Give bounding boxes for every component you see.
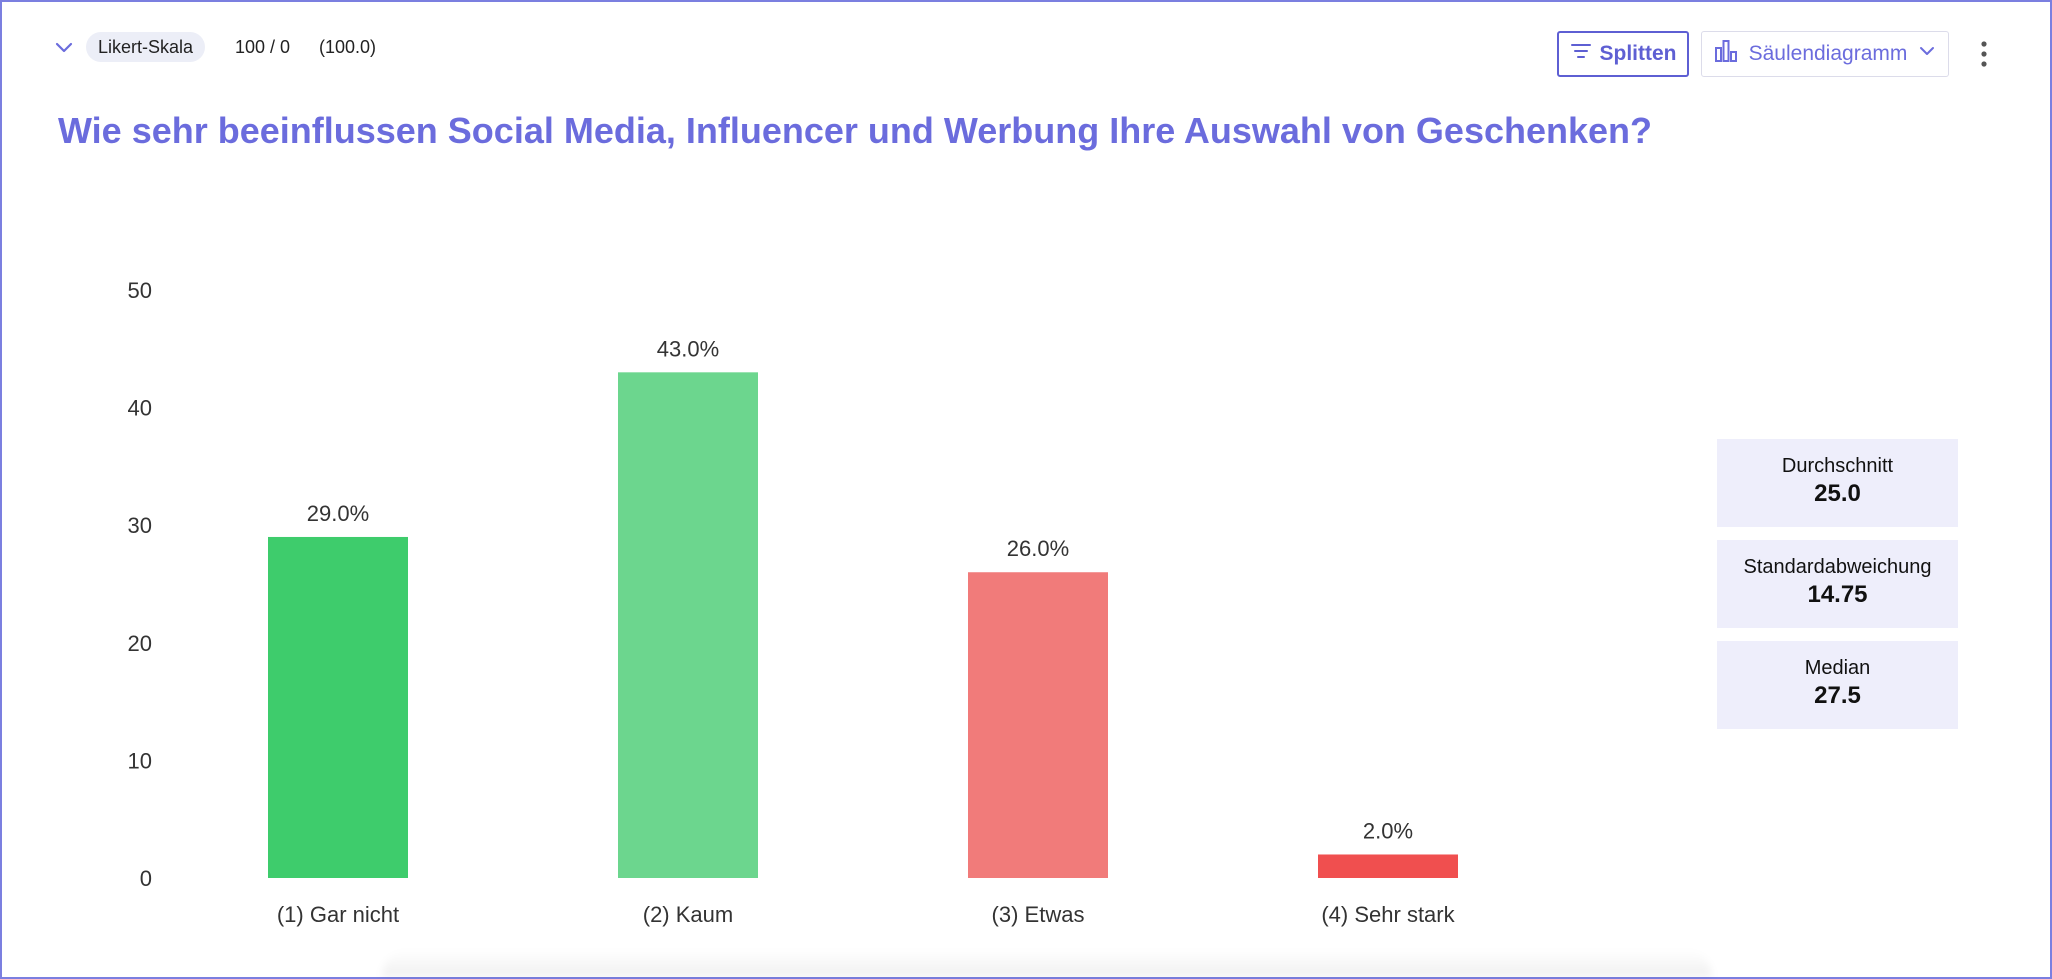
bar-value-label: 29.0% xyxy=(307,501,369,526)
bar-value-label: 43.0% xyxy=(657,336,719,361)
stat-median-value: 27.5 xyxy=(1814,682,1861,709)
stat-median: Median 27.5 xyxy=(1717,641,1958,729)
bar xyxy=(618,372,758,878)
chevron-down-icon xyxy=(1917,41,1937,67)
stat-mean-label: Durchschnitt xyxy=(1781,455,1894,477)
stat-stddev-value: 14.75 xyxy=(1807,581,1868,608)
question-type-tag: Likert-Skala xyxy=(86,32,206,62)
y-tick-label: 20 xyxy=(128,631,152,656)
y-tick-label: 40 xyxy=(128,396,152,421)
chart-type-label: Säulendiagramm xyxy=(1748,42,1908,65)
y-tick-label: 0 xyxy=(140,866,152,891)
chevron-down-icon[interactable] xyxy=(52,35,76,59)
x-tick-label: (3) Etwas xyxy=(992,902,1085,927)
stat-stddev: Standardabweichung 14.75 xyxy=(1717,540,1958,628)
x-tick-label: (2) Kaum xyxy=(643,902,733,927)
split-button[interactable]: Splitten xyxy=(1557,31,1689,77)
bar-chart-icon xyxy=(1713,38,1739,70)
more-vertical-icon[interactable] xyxy=(1970,38,1998,70)
y-tick-label: 10 xyxy=(128,748,152,773)
bar-value-label: 26.0% xyxy=(1007,536,1069,561)
response-count: 100 / 0 xyxy=(235,37,291,57)
x-tick-label: (1) Gar nicht xyxy=(277,902,399,927)
stat-stddev-label: Standardabweichung xyxy=(1743,556,1932,578)
filter-icon xyxy=(1570,40,1592,68)
y-tick-label: 50 xyxy=(128,278,152,303)
stat-mean: Durchschnitt 25.0 xyxy=(1717,439,1958,527)
stat-median-label: Median xyxy=(1804,657,1871,679)
bar-value-label: 2.0% xyxy=(1363,818,1413,843)
scroll-shadow xyxy=(382,950,1712,977)
question-title: Wie sehr beeinflussen Social Media, Infl… xyxy=(58,110,1653,151)
split-button-label: Splitten xyxy=(1599,42,1677,65)
stat-mean-value: 25.0 xyxy=(1814,480,1861,507)
bar xyxy=(968,572,1108,878)
chart-type-dropdown[interactable]: Säulendiagramm xyxy=(1701,31,1949,77)
y-tick-label: 30 xyxy=(128,513,152,538)
response-percent: (100.0) xyxy=(319,37,377,57)
bar xyxy=(268,536,408,878)
x-tick-label: (4) Sehr stark xyxy=(1321,902,1455,927)
bar xyxy=(1318,854,1458,878)
